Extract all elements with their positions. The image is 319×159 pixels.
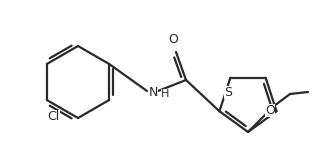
- Text: O: O: [265, 104, 275, 117]
- Text: N: N: [148, 86, 158, 98]
- Text: O: O: [168, 33, 178, 46]
- Text: Cl: Cl: [48, 110, 60, 122]
- Text: H: H: [161, 89, 169, 99]
- Text: S: S: [224, 86, 232, 99]
